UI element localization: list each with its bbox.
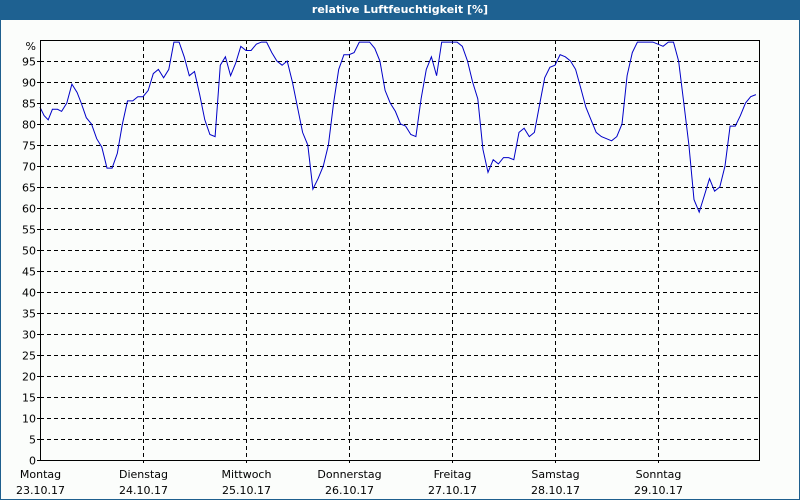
x-date-label: 24.10.17 xyxy=(119,484,168,497)
grid-lines xyxy=(40,40,760,463)
y-tick-label: 20 xyxy=(22,371,36,384)
y-tick-label: 35 xyxy=(22,308,36,321)
x-day-label: Dienstag xyxy=(119,468,168,481)
x-axis-labels: Montag 23.10.17 Dienstag 24.10.17 Mittwoch 25… xyxy=(16,468,683,497)
y-tick-label: 40 xyxy=(22,287,36,300)
x-date-label: 25.10.17 xyxy=(222,484,271,497)
x-day-label: Sonntag xyxy=(636,468,682,481)
x-day-label: Montag xyxy=(20,468,61,481)
y-tick-label: 15 xyxy=(22,392,36,405)
y-unit-label: % xyxy=(26,40,36,53)
y-axis-ticks: 0 5 10 15 20 25 30 35 40 45 50 55 60 65 70 75 80 85 90 95% xyxy=(22,40,40,468)
y-tick-label: 30 xyxy=(22,329,36,342)
chart-title: relative Luftfeuchtigkeit [%] xyxy=(0,0,800,20)
y-tick-label: 10 xyxy=(22,413,36,426)
y-tick-label: 25 xyxy=(22,350,36,363)
y-tick-label: 50 xyxy=(22,245,36,258)
x-date-label: 23.10.17 xyxy=(16,484,65,497)
y-tick-label: 85 xyxy=(22,98,36,111)
y-tick-label: 75 xyxy=(22,140,36,153)
x-day-label: Mittwoch xyxy=(222,468,272,481)
y-tick-label: 55 xyxy=(22,224,36,237)
y-tick-label: 5 xyxy=(29,434,36,447)
x-day-label: Samstag xyxy=(531,468,579,481)
y-tick-label: 80 xyxy=(22,119,36,132)
humidity-series-line xyxy=(39,41,757,214)
x-date-label: 28.10.17 xyxy=(531,484,580,497)
x-day-label: Donnerstag xyxy=(317,468,381,481)
x-day-label: Freitag xyxy=(434,468,472,481)
y-tick-label: 95 xyxy=(22,56,36,69)
plot-area-border xyxy=(40,40,760,461)
x-date-label: 29.10.17 xyxy=(634,484,683,497)
y-tick-label: 45 xyxy=(22,266,36,279)
x-date-label: 26.10.17 xyxy=(325,484,374,497)
y-tick-label: 60 xyxy=(22,203,36,216)
y-tick-label: 90 xyxy=(22,77,36,90)
x-date-label: 27.10.17 xyxy=(428,484,477,497)
y-tick-label: 0 xyxy=(29,455,36,468)
y-tick-label: 65 xyxy=(22,182,36,195)
y-tick-label: 70 xyxy=(22,161,36,174)
